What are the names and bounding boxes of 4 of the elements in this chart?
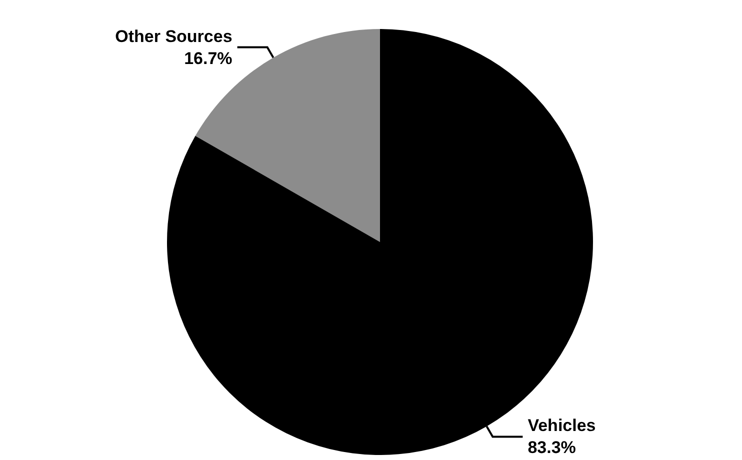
data-label: 16.7% (184, 48, 232, 68)
data-label: 83.3% (528, 438, 576, 458)
slice-label: Other Sources (115, 26, 232, 46)
slice-label: Vehicles (528, 416, 596, 436)
